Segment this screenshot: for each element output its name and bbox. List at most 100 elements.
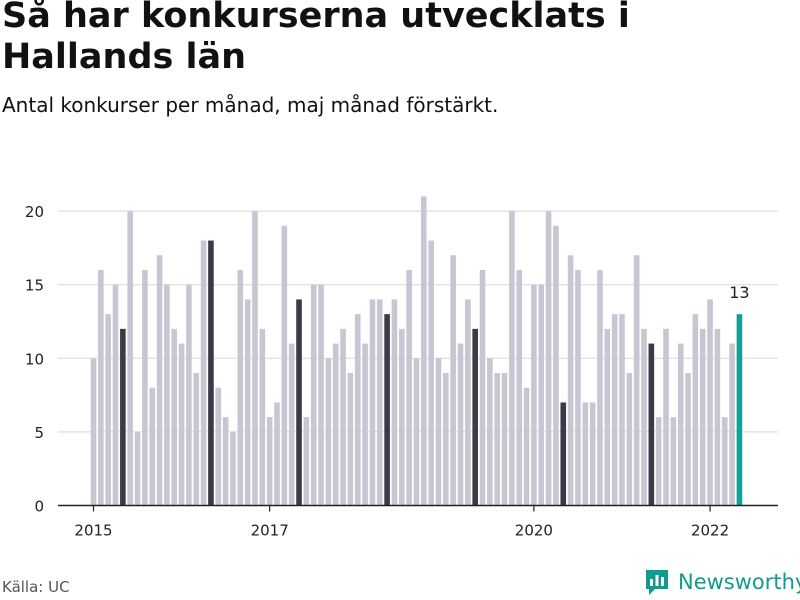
bar xyxy=(332,343,339,506)
newsworthy-logo: Newsworthy xyxy=(644,568,800,596)
highlight-bar xyxy=(296,299,302,506)
bar xyxy=(567,255,574,506)
bar xyxy=(450,255,456,506)
bar xyxy=(376,299,383,506)
bar xyxy=(582,402,589,506)
bar xyxy=(641,328,647,506)
bar xyxy=(230,431,236,506)
last-value-label: 13 xyxy=(729,283,749,302)
bar-chart-speech-bubble-icon xyxy=(646,570,668,595)
bar xyxy=(252,211,258,506)
bar xyxy=(531,284,537,506)
bar xyxy=(274,402,280,506)
bar xyxy=(589,402,596,506)
bar xyxy=(575,269,581,506)
bar xyxy=(538,284,545,506)
bar xyxy=(604,328,611,506)
bar xyxy=(545,211,552,506)
bar xyxy=(428,240,434,506)
bar xyxy=(318,284,324,506)
bar xyxy=(325,358,332,506)
x-axis: 2015 2017 2020 2022 xyxy=(58,504,778,540)
bar xyxy=(142,269,148,506)
bar xyxy=(611,314,618,506)
highlight-bar xyxy=(648,343,655,506)
bar xyxy=(406,269,412,506)
bar xyxy=(516,269,523,506)
highlight-bar xyxy=(208,240,214,506)
bar xyxy=(633,255,640,506)
bar xyxy=(465,299,471,506)
bar xyxy=(112,284,119,506)
bar xyxy=(237,269,244,506)
bar xyxy=(200,240,207,506)
chart-title: Så har konkurserna utvecklats i Hallands… xyxy=(2,0,630,77)
bar xyxy=(347,373,354,506)
bar xyxy=(479,269,486,506)
bar xyxy=(597,269,603,506)
bar xyxy=(178,343,185,506)
bar xyxy=(149,387,156,506)
bar xyxy=(310,284,317,506)
bar xyxy=(281,225,288,506)
bar xyxy=(509,211,515,506)
bar xyxy=(421,196,427,506)
x-tick-label: 2022 xyxy=(691,522,729,540)
bar xyxy=(340,328,346,506)
bar xyxy=(699,328,706,506)
brand-name: Newsworthy xyxy=(678,570,800,594)
bar xyxy=(457,343,464,506)
bar xyxy=(303,417,310,506)
bar xyxy=(413,358,420,506)
bar xyxy=(244,299,251,506)
highlight-bar xyxy=(120,328,126,506)
x-tick-label: 2015 xyxy=(74,522,112,540)
x-tick-label: 2020 xyxy=(515,522,553,540)
highlight-bar xyxy=(384,314,390,506)
latest-bar xyxy=(736,314,743,506)
bar xyxy=(729,343,735,506)
bar xyxy=(398,328,405,506)
bar xyxy=(193,373,200,506)
bar xyxy=(369,299,376,506)
bar xyxy=(134,431,141,506)
data-labels: 13 xyxy=(729,283,749,302)
bar xyxy=(721,417,728,506)
bar xyxy=(90,358,97,506)
bar xyxy=(685,373,691,506)
bar xyxy=(435,358,442,506)
bar xyxy=(288,343,295,506)
bar xyxy=(655,417,662,506)
bar xyxy=(266,417,273,506)
bar xyxy=(362,343,368,506)
bar xyxy=(156,255,163,506)
highlight-bar xyxy=(472,328,478,506)
bar xyxy=(487,358,493,506)
bar xyxy=(443,373,449,506)
bar xyxy=(677,343,684,506)
y-tick-label: 20 xyxy=(25,203,44,221)
bar xyxy=(626,373,633,506)
bar xyxy=(619,314,625,506)
bar xyxy=(707,299,713,506)
bar xyxy=(186,284,192,506)
bar xyxy=(553,225,559,506)
source-note: Källa: UC xyxy=(2,578,70,596)
bar xyxy=(215,387,222,506)
bar-chart: 0 5 10 15 20 2015 2017 2020 2022 13 xyxy=(25,196,778,540)
bar xyxy=(105,314,111,506)
bar xyxy=(501,373,508,506)
chart-subtitle: Antal konkurser per månad, maj månad för… xyxy=(2,93,499,117)
bar xyxy=(127,211,133,506)
bar xyxy=(222,417,229,506)
bar xyxy=(171,328,178,506)
y-tick-label: 15 xyxy=(25,277,44,295)
bar xyxy=(714,328,721,506)
bar xyxy=(523,387,530,506)
bar xyxy=(670,417,677,506)
y-axis-ticks: 0 5 10 15 20 xyxy=(25,203,44,515)
y-tick-label: 10 xyxy=(25,350,44,368)
bar xyxy=(494,373,500,506)
bar xyxy=(663,328,669,506)
bar xyxy=(259,328,266,506)
